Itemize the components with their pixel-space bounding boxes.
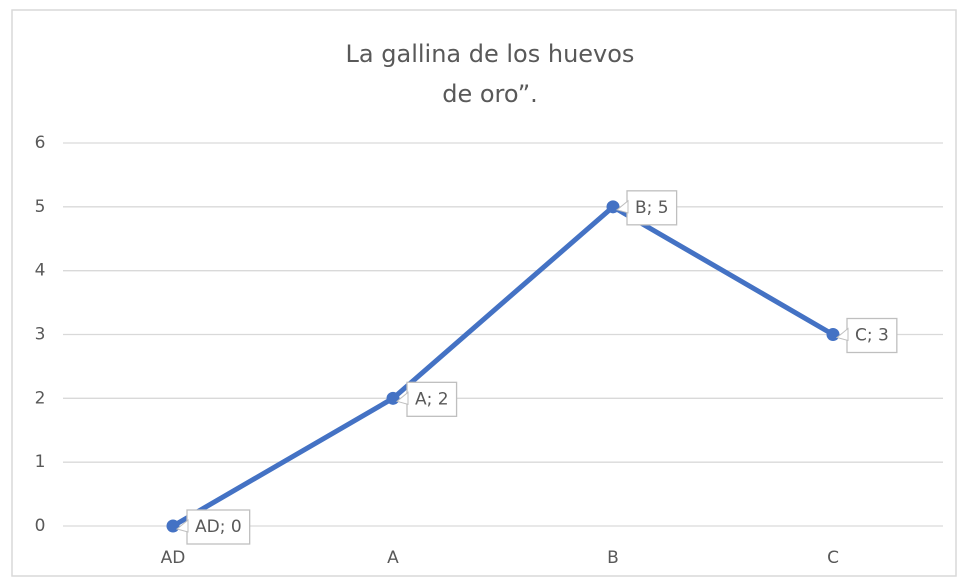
point	[386, 391, 400, 405]
data-label-box	[186, 509, 251, 545]
data-label-pointer	[175, 518, 189, 533]
point	[166, 519, 180, 533]
data-label: C; 3	[855, 326, 889, 346]
data-label-pointer	[615, 199, 629, 214]
series-line	[171, 204, 835, 529]
data-label-box	[406, 381, 458, 417]
point	[826, 328, 840, 341]
data-label-pointer	[835, 327, 849, 342]
y-tick-label: 2	[35, 388, 46, 408]
point	[606, 200, 620, 214]
y-tick-label: 1	[35, 452, 46, 472]
y-tick-label: 4	[35, 261, 46, 281]
data-label: A; 2	[415, 389, 449, 409]
data-label-box	[846, 317, 898, 354]
x-tick-label: B	[607, 548, 619, 568]
data-label: B; 5	[635, 198, 669, 218]
chart-title: de oro”.	[442, 80, 538, 108]
y-tick-label: 0	[35, 516, 46, 536]
chart-frame	[11, 9, 957, 577]
x-tick-label: C	[827, 548, 839, 568]
x-tick-label: AD	[161, 548, 186, 568]
x-tick-label: A	[387, 548, 399, 568]
data-label: AD; 0	[195, 517, 242, 537]
y-tick-label: 6	[35, 133, 46, 153]
y-tick-label: 3	[35, 325, 46, 345]
data-label-pointer	[395, 391, 409, 405]
chart-title: La gallina de los huevos	[346, 40, 635, 68]
y-tick-label: 5	[35, 197, 46, 217]
